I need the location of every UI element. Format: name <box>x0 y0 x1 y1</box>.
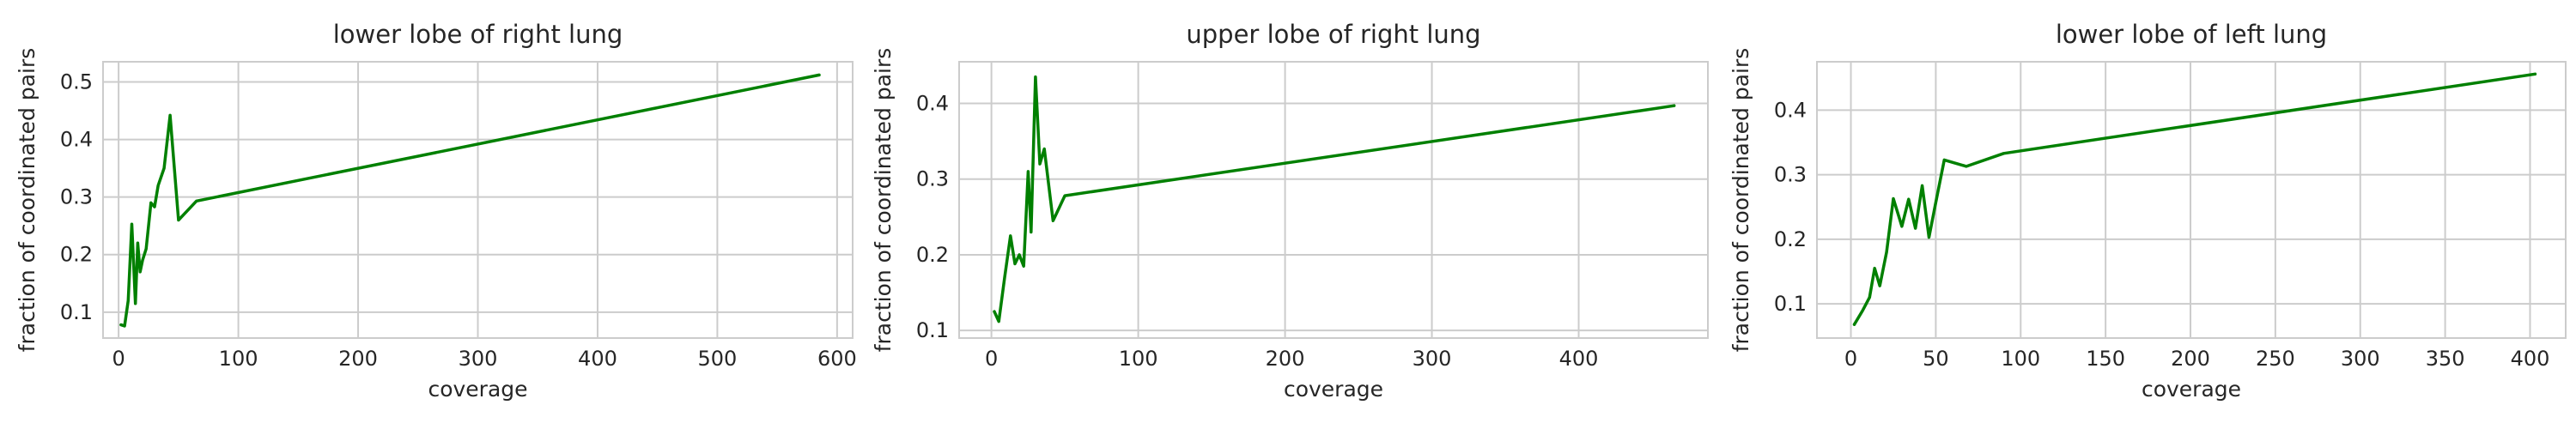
chart-panel-1: 0 100 200 300 400 500 600 0.1 0.2 0.3 0.4 0.5 lower … <box>15 20 857 402</box>
y-axis-label: fraction of coordinated pairs <box>1728 48 1753 353</box>
x-tick-label: 200 <box>338 347 378 371</box>
axes-frame <box>102 61 854 339</box>
chart-title: lower lobe of right lung <box>333 20 623 49</box>
y-tick-label: 0.3 <box>1774 163 1807 187</box>
x-tick-label: 600 <box>817 347 857 371</box>
y-tick-label: 0.1 <box>60 300 93 324</box>
x-tick-label: 300 <box>2341 347 2380 371</box>
x-tick-label: 0 <box>1844 347 1857 371</box>
x-tick-label: 50 <box>1923 347 1949 371</box>
x-axis-label: coverage <box>428 377 527 402</box>
x-tick-label: 300 <box>459 347 498 371</box>
y-tick-label: 0.2 <box>1774 227 1807 251</box>
y-tick-label: 0.3 <box>60 185 93 209</box>
x-tick-label: 500 <box>698 347 738 371</box>
axes-frame <box>1816 61 2567 339</box>
y-tick-label: 0.2 <box>60 243 93 267</box>
x-axis-label: coverage <box>2142 377 2241 402</box>
y-tick-label: 0.4 <box>1774 98 1807 122</box>
y-tick-label: 0.5 <box>60 69 93 94</box>
chart-title: upper lobe of right lung <box>1186 20 1480 49</box>
x-tick-label: 200 <box>1266 347 1305 371</box>
y-tick-label: 0.1 <box>1774 292 1807 316</box>
y-axis-label: fraction of coordinated pairs <box>15 48 39 353</box>
y-tick-label: 0.4 <box>60 128 93 152</box>
series-line <box>119 73 821 328</box>
x-tick-label: 0 <box>985 347 998 371</box>
y-tick-label: 0.1 <box>916 318 949 342</box>
y-tick-label: 0.3 <box>916 167 949 191</box>
x-tick-label: 400 <box>2511 347 2550 371</box>
series-line <box>1852 72 2537 326</box>
chart-title: lower lobe of left lung <box>2056 20 2327 49</box>
chart-panel-2: 0 100 200 300 400 0.1 0.2 0.3 0.4 upper lobe of r… <box>871 20 1709 402</box>
x-axis-label: coverage <box>1284 377 1383 402</box>
x-tick-label: 100 <box>2001 347 2040 371</box>
x-tick-label: 0 <box>112 347 125 371</box>
x-tick-label: 200 <box>2171 347 2210 371</box>
x-tick-label: 250 <box>2256 347 2295 371</box>
y-tick-label: 0.4 <box>916 92 949 116</box>
y-tick-label: 0.2 <box>916 243 949 267</box>
x-tick-label: 100 <box>219 347 258 371</box>
axes-frame <box>958 61 1709 339</box>
x-tick-label: 150 <box>2086 347 2125 371</box>
x-tick-label: 400 <box>1559 347 1599 371</box>
x-tick-label: 100 <box>1119 347 1158 371</box>
x-tick-label: 400 <box>578 347 617 371</box>
x-tick-label: 300 <box>1413 347 1452 371</box>
chart-panel-3: 0 50 100 150 200 250 300 350 400 0.1 0.2 0.3 0.4 lowe… <box>1728 20 2567 402</box>
series-line <box>993 75 1676 323</box>
y-axis-label: fraction of coordinated pairs <box>871 48 896 353</box>
x-tick-label: 350 <box>2426 347 2465 371</box>
